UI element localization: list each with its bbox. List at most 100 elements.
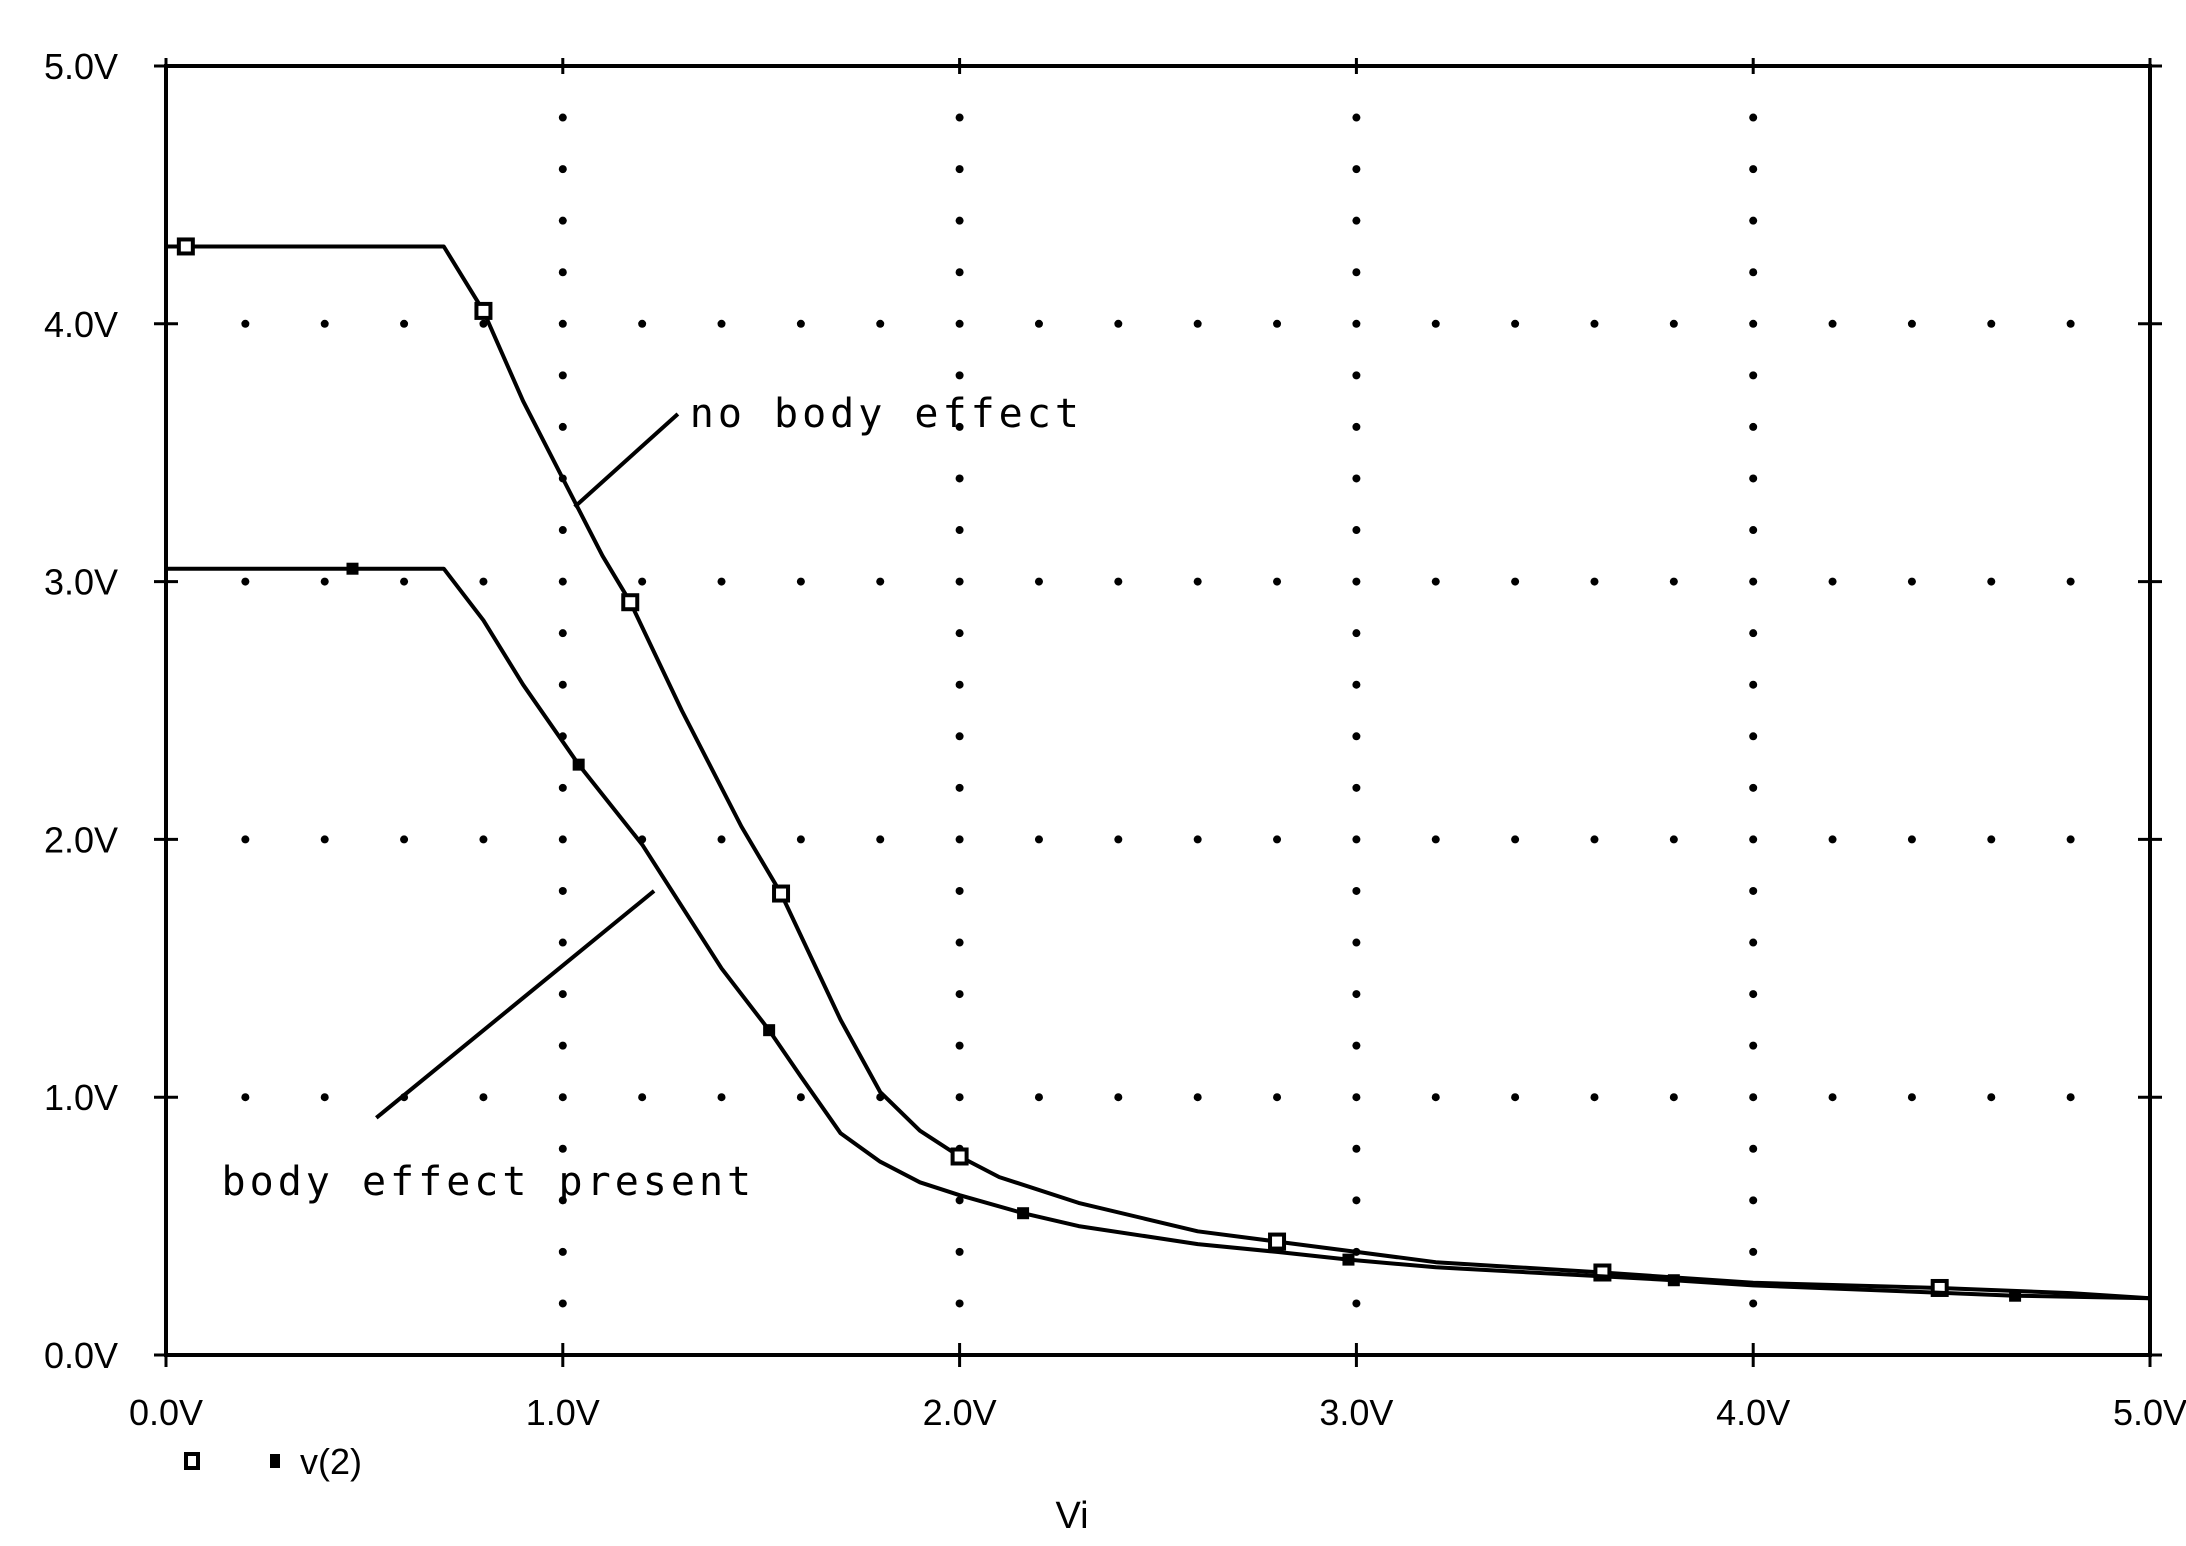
y-tick-label: 1.0V: [44, 1077, 118, 1118]
dotted-grid: [241, 113, 2075, 1308]
filled-square-marker: [346, 562, 359, 575]
grid-dot: [558, 1041, 567, 1050]
grid-dot: [1352, 474, 1361, 483]
grid-dot: [1273, 577, 1282, 586]
grid-dot: [241, 835, 250, 844]
curve-annotations: no body effect body effect present: [222, 391, 1079, 1205]
grid-dot: [558, 886, 567, 895]
grid-dot: [1907, 577, 1916, 586]
grid-dot: [955, 938, 964, 947]
grid-dot: [1352, 732, 1361, 741]
grid-dot: [955, 216, 964, 225]
grid-dot: [955, 783, 964, 792]
grid-dot: [1749, 113, 1758, 122]
grid-dot: [1273, 835, 1282, 844]
grid-dot: [1352, 1093, 1361, 1102]
grid-dot: [1590, 1093, 1599, 1102]
grid-dot: [638, 319, 647, 328]
x-tick-label: 0.0V: [129, 1392, 203, 1433]
grid-dot: [1352, 680, 1361, 689]
grid-dot: [1907, 319, 1916, 328]
grid-dot: [479, 577, 488, 586]
filled-square-marker: [572, 758, 585, 771]
grid-dot: [1749, 886, 1758, 895]
grid-dot: [1431, 577, 1440, 586]
grid-dot: [1749, 1196, 1758, 1205]
grid-dot: [1352, 629, 1361, 638]
open-square-marker: [1268, 1232, 1287, 1251]
grid-dot: [1511, 577, 1520, 586]
grid-dot: [955, 1196, 964, 1205]
grid-dot: [1749, 1041, 1758, 1050]
grid-dot: [558, 113, 567, 122]
grid-dot: [796, 835, 805, 844]
grid-dot: [1749, 474, 1758, 483]
grid-dot: [558, 1144, 567, 1153]
grid-dot: [955, 526, 964, 535]
grid-dot: [1511, 319, 1520, 328]
plot-border: [164, 64, 2152, 1357]
grid-dot: [1352, 577, 1361, 586]
grid-dot: [400, 319, 409, 328]
grid-dot: [1749, 1247, 1758, 1256]
grid-dot: [241, 577, 250, 586]
grid-dot: [320, 835, 329, 844]
grid-dot: [955, 577, 964, 586]
grid-dot: [1749, 577, 1758, 586]
grid-dot: [241, 319, 250, 328]
grid-dot: [1749, 938, 1758, 947]
grid-dot: [558, 319, 567, 328]
grid-dot: [1193, 1093, 1202, 1102]
grid-dot: [1987, 835, 1996, 844]
grid-dot: [717, 835, 726, 844]
grid-dot: [955, 113, 964, 122]
grid-dot: [955, 835, 964, 844]
grid-dot: [558, 268, 567, 277]
grid-dot: [955, 1299, 964, 1308]
grid-dot: [479, 319, 488, 328]
grid-dot: [1749, 783, 1758, 792]
grid-dot: [1352, 835, 1361, 844]
grid-dot: [1431, 835, 1440, 844]
grid-dot: [1034, 835, 1043, 844]
grid-dot: [1749, 1299, 1758, 1308]
grid-dot: [1907, 1093, 1916, 1102]
x-axis-title: Vi: [1055, 1495, 1088, 1537]
grid-dot: [1749, 835, 1758, 844]
label-body-effect-present: body effect present: [222, 1159, 756, 1205]
grid-dot: [955, 680, 964, 689]
open-square-marker: [772, 884, 791, 903]
x-tick-label: 2.0V: [923, 1392, 997, 1433]
filled-square-marker: [2009, 1289, 2022, 1302]
grid-dot: [1114, 577, 1123, 586]
grid-dot: [1828, 1093, 1837, 1102]
grid-dot: [558, 216, 567, 225]
grid-dot: [1749, 990, 1758, 999]
grid-dot: [1352, 990, 1361, 999]
grid-dot: [1352, 216, 1361, 225]
grid-dot: [1749, 268, 1758, 277]
y-tick-label: 4.0V: [44, 304, 118, 345]
grid-dot: [1828, 319, 1837, 328]
grid-dot: [876, 319, 885, 328]
filled-square-marker: [763, 1024, 776, 1037]
grid-dot: [1987, 577, 1996, 586]
grid-dot: [1431, 319, 1440, 328]
grid-dot: [558, 680, 567, 689]
grid-dot: [638, 1093, 647, 1102]
grid-dot: [1352, 1196, 1361, 1205]
grid-dot: [955, 165, 964, 174]
grid-dot: [558, 1093, 567, 1102]
x-tick-label: 5.0V: [2113, 1392, 2186, 1433]
filled-square-marker: [1667, 1274, 1680, 1287]
grid-dot: [1669, 1093, 1678, 1102]
legend-label: v(2): [300, 1441, 362, 1482]
open-square-marker: [176, 237, 195, 256]
grid-dot: [1352, 371, 1361, 380]
grid-dot: [1590, 577, 1599, 586]
grid-dot: [1034, 319, 1043, 328]
grid-dot: [479, 1093, 488, 1102]
grid-dot: [241, 1093, 250, 1102]
grid-dot: [1193, 319, 1202, 328]
